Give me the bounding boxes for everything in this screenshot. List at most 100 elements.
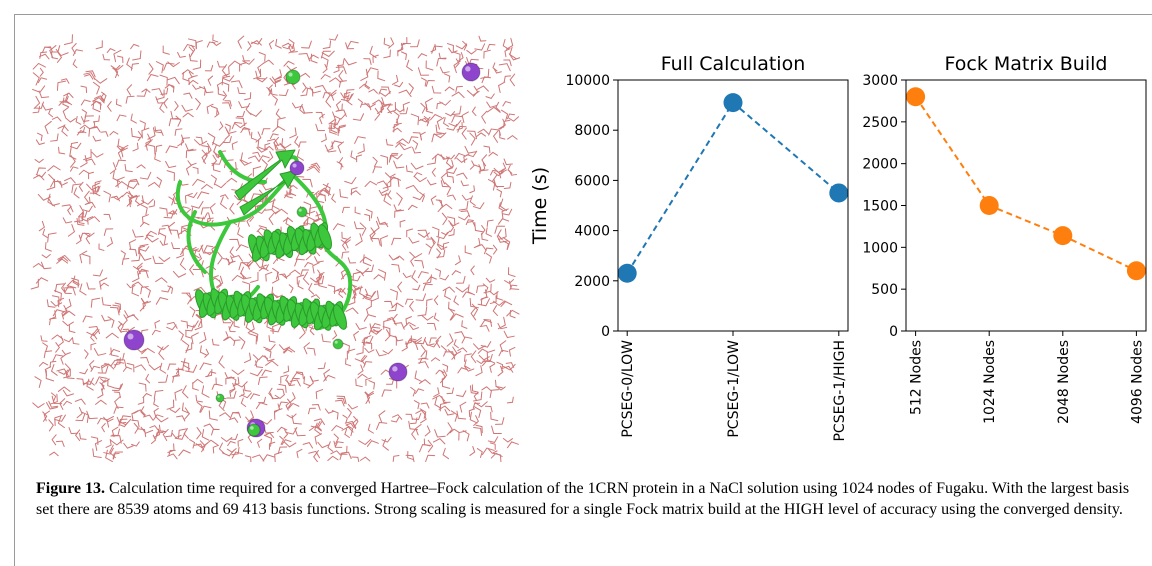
water-molecule [506,441,519,449]
water-molecule [175,115,182,127]
water-molecule [192,378,204,384]
water-molecule [165,160,177,169]
water-molecule [484,405,493,413]
water-molecule [158,424,167,433]
water-molecule [498,202,505,212]
water-molecule [257,376,268,385]
water-molecule [457,367,468,374]
water-molecule [200,405,212,413]
water-molecule [502,100,512,107]
water-molecule [378,91,392,97]
water-molecule [400,51,408,61]
water-molecule [449,428,460,434]
water-molecule [388,37,395,49]
water-molecule [55,342,60,353]
water-molecule [313,418,325,426]
x-tick-label: 2048 Nodes [1056,340,1072,424]
water-molecule [185,164,193,176]
water-molecule [366,391,374,404]
water-molecule [310,162,321,169]
water-molecule [101,314,112,322]
water-molecule [414,337,423,351]
water-molecule [363,335,372,346]
water-molecule [72,49,84,56]
water-molecule [276,117,286,128]
water-molecule [97,365,109,374]
water-molecule [195,136,203,144]
water-molecule [430,236,436,249]
water-molecule [499,118,506,130]
water-molecule [409,251,423,259]
water-molecule [185,364,198,373]
water-molecule [312,211,320,224]
water-molecule [201,183,213,190]
water-molecule [355,233,363,246]
water-molecule [466,90,480,96]
water-molecule [103,190,112,203]
water-molecule [450,410,458,422]
water-molecule [63,92,74,99]
water-molecule [92,97,105,104]
water-molecule [323,374,336,382]
beta-strand [239,169,299,216]
water-molecule [109,130,119,136]
water-molecule [229,238,241,248]
water-molecule [372,220,380,233]
water-molecule [262,59,274,65]
water-molecule [355,267,369,275]
water-molecule [60,282,66,294]
water-molecule [344,428,350,438]
water-molecule [498,349,509,357]
water-molecule [160,87,169,95]
water-molecule [485,277,496,283]
water-molecule [454,331,466,339]
water-molecule [49,360,57,368]
water-molecule [503,330,515,339]
water-molecule [473,426,483,436]
water-molecule [455,85,463,93]
water-molecule [246,260,252,270]
water-molecule [384,329,391,342]
water-molecule [436,244,448,251]
water-molecule [326,141,334,152]
water-molecule [412,284,421,291]
water-molecule [42,411,48,422]
water-molecule [175,361,185,371]
water-molecule [364,264,374,273]
water-molecule [494,225,506,234]
water-molecule [182,358,191,370]
water-molecule [187,160,197,166]
water-molecule [506,309,520,317]
water-molecule [62,106,69,118]
water-molecule [363,291,375,300]
water-molecule [106,48,116,54]
ion-highlight [298,208,302,212]
water-molecule [91,151,104,158]
water-molecule [263,344,276,351]
water-molecule [158,232,167,245]
water-molecule [497,218,510,225]
water-molecule [391,74,399,85]
water-molecule [42,228,48,239]
water-molecule [140,286,149,295]
water-molecule [347,257,357,264]
water-molecule [268,212,275,226]
water-molecule [232,376,240,387]
water-molecule [88,360,95,371]
water-molecule [350,190,361,196]
water-molecule [265,271,273,282]
water-molecule [232,254,243,262]
water-molecule [466,150,478,158]
water-molecule [338,124,347,134]
water-molecule [343,57,357,66]
water-molecule [411,270,418,283]
water-molecule [38,220,45,232]
water-molecule [478,35,487,42]
water-molecule [222,75,235,82]
water-molecule [458,52,464,62]
water-molecule [276,426,288,433]
water-molecule [321,333,331,343]
water-molecule [79,368,88,375]
water-molecule [155,96,166,104]
water-molecule [281,439,292,446]
